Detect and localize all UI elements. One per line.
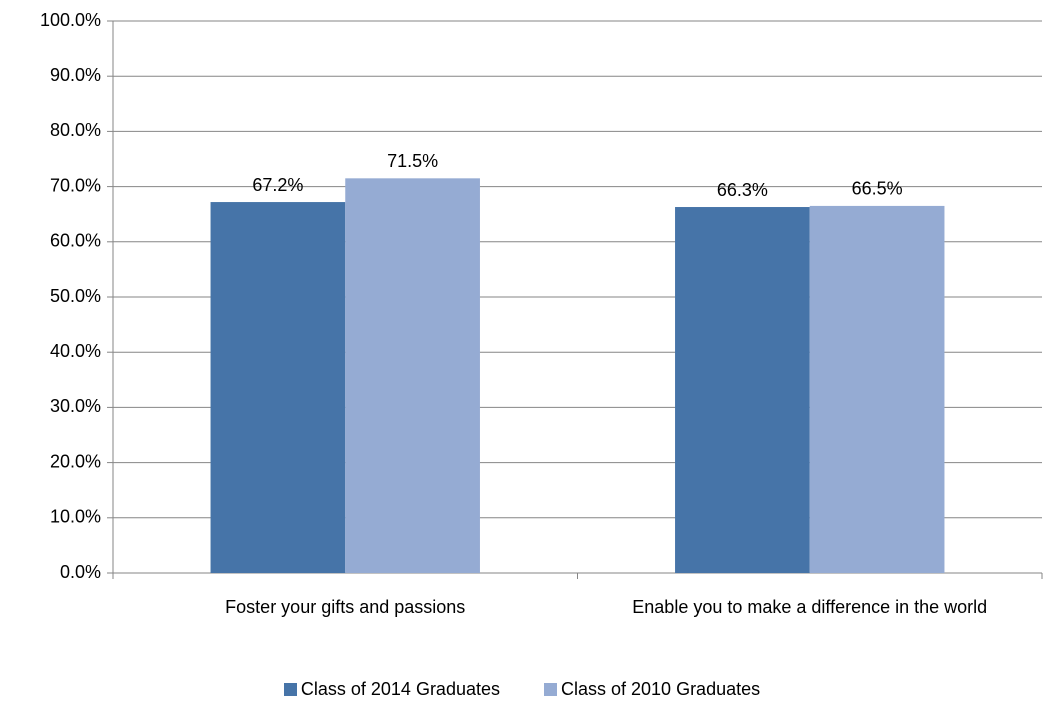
y-tick-label: 100.0% [40,10,101,30]
legend-label: Class of 2010 Graduates [561,679,761,699]
y-tick-label: 90.0% [50,65,101,85]
x-tick-label: Enable you to make a difference in the w… [632,597,988,617]
bar [809,205,945,574]
x-tick-label: Foster your gifts and passions [225,597,466,617]
bar [675,207,810,574]
y-tick-label: 70.0% [50,175,101,195]
y-tick-label: 10.0% [50,507,101,527]
legend-swatch [283,683,297,696]
y-tick-label: 50.0% [50,286,101,306]
legend-label: Class of 2014 Graduates [300,679,500,699]
y-tick-label: 0.0% [60,562,101,582]
legend-item: Class of 2010 Graduates [544,679,760,700]
legend-item: Class of 2014 Graduates [283,679,500,700]
y-tick-label: 20.0% [50,451,101,471]
bar [210,202,346,573]
y-tick-label: 30.0% [50,396,101,416]
y-tick-label: 80.0% [50,120,101,140]
y-tick-label: 60.0% [50,231,101,251]
data-label: 71.5% [387,151,438,171]
y-tick-label: 40.0% [50,341,101,361]
legend-swatch [544,683,557,696]
data-label: 66.3% [717,180,768,200]
legend: Class of 2014 Graduates Class of 2010 Gra… [0,679,1044,700]
data-label: 66.5% [852,179,903,199]
bar [345,178,480,573]
data-label: 67.2% [252,175,303,195]
